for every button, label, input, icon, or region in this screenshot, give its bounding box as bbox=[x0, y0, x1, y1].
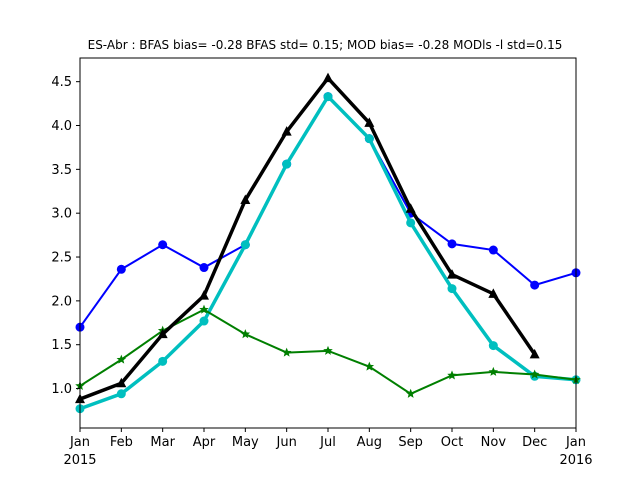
series-3 bbox=[75, 72, 540, 404]
series-2-point bbox=[529, 369, 540, 379]
series-0-point bbox=[116, 264, 126, 274]
x-tick-label: Jun bbox=[276, 435, 297, 450]
series-0-point bbox=[199, 263, 209, 273]
y-tick-label: 3.0 bbox=[51, 207, 72, 222]
series-2-point bbox=[488, 366, 499, 376]
x-tick-sublabel: 2015 bbox=[63, 453, 96, 468]
y-tick-label: 1.5 bbox=[51, 338, 72, 353]
x-tick-label: Oct bbox=[441, 435, 463, 450]
series-0-point bbox=[488, 245, 498, 255]
series-1-point bbox=[240, 240, 250, 250]
series-3-point bbox=[240, 194, 251, 205]
series-0-point bbox=[447, 239, 457, 249]
series-1-point bbox=[323, 92, 333, 102]
series-1-point bbox=[116, 389, 126, 399]
y-tick-label: 4.5 bbox=[51, 75, 72, 90]
series-2-point bbox=[364, 361, 375, 371]
series-2-point bbox=[199, 304, 209, 314]
series-1-point bbox=[447, 284, 457, 294]
chart-title: ES-Abr : BFAS bias= -0.28 BFAS std= 0.15… bbox=[88, 38, 563, 52]
series-3-point bbox=[447, 269, 457, 279]
series-1-point bbox=[158, 356, 168, 366]
series-0-point bbox=[530, 280, 540, 290]
x-tick-label: Nov bbox=[481, 435, 507, 450]
y-tick-label: 2.5 bbox=[51, 251, 72, 266]
x-tick-sublabel: 2016 bbox=[559, 453, 592, 468]
x-tick-label: Mar bbox=[150, 435, 175, 450]
series-3-point bbox=[405, 203, 416, 213]
series-2-point bbox=[323, 345, 333, 355]
x-tick-label: Jan bbox=[69, 435, 90, 450]
series-1-point bbox=[488, 341, 498, 351]
axes-layer: 1.0 1.5 2.0 2.5 3.0 3.5 4.0 4.5 Jan 2015 Feb Mar Apr… bbox=[51, 57, 593, 468]
series-3-point bbox=[488, 288, 499, 298]
series-3-point bbox=[323, 72, 333, 83]
series-2-point bbox=[447, 370, 457, 380]
series-2-point bbox=[405, 388, 416, 398]
x-tick-label: Apr bbox=[193, 435, 216, 450]
series-2-point bbox=[240, 329, 251, 339]
series-1-point bbox=[282, 159, 292, 169]
series-layer bbox=[75, 72, 581, 414]
x-tick-label: May bbox=[232, 435, 259, 450]
y-tick-label: 3.5 bbox=[51, 163, 72, 178]
x-tick-label: Sep bbox=[398, 435, 423, 450]
series-3-point bbox=[157, 328, 168, 339]
series-2-point bbox=[281, 347, 292, 357]
y-tick-label: 2.0 bbox=[51, 294, 72, 309]
x-tick-label: Dec bbox=[522, 435, 547, 450]
series-3-line bbox=[79, 75, 537, 401]
series-1-point bbox=[199, 316, 209, 326]
series-0-point bbox=[158, 240, 168, 250]
x-tick-label: Feb bbox=[110, 435, 133, 450]
y-tick-label: 1.0 bbox=[51, 382, 72, 397]
series-3-point bbox=[116, 377, 127, 388]
series-1-point bbox=[364, 134, 374, 144]
series-3-point bbox=[199, 290, 209, 300]
series-3-point bbox=[364, 117, 375, 127]
x-tick-label: Aug bbox=[357, 435, 382, 450]
series-3-point bbox=[281, 126, 292, 136]
series-3-point bbox=[529, 348, 540, 359]
x-tick-label: Jan bbox=[565, 435, 586, 450]
x-tick-label: Jul bbox=[319, 435, 336, 450]
y-tick-label: 4.0 bbox=[51, 119, 72, 134]
series-2-point bbox=[116, 354, 127, 364]
series-1-point bbox=[406, 218, 416, 228]
